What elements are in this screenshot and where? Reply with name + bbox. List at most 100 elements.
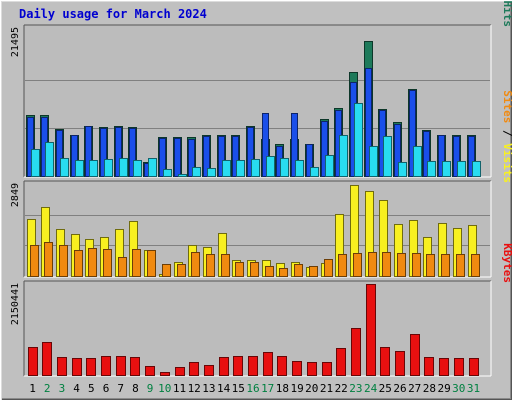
- bar-kbytes-day-17: [263, 352, 273, 376]
- bar-kbytes-day-27: [410, 334, 420, 376]
- x-tick-label: 10: [158, 382, 171, 395]
- bar-sites-day-25: [382, 252, 391, 277]
- bar-pages-day-7: [119, 158, 128, 177]
- bar-files-day-6: [100, 128, 107, 177]
- bar-kbytes-day-20: [307, 362, 317, 376]
- bar-kbytes-day-13: [204, 365, 214, 376]
- bar-kbytes-day-24: [366, 284, 376, 376]
- bar-kbytes-day-3: [57, 357, 67, 376]
- bar-kbytes-day-10: [160, 372, 170, 376]
- bar-files-day-13: [203, 136, 210, 177]
- bar-files-day-27: [409, 90, 416, 177]
- x-tick-label: 9: [147, 382, 154, 395]
- bar-files-day-12: [188, 139, 195, 177]
- bar-sites-day-17: [265, 266, 274, 277]
- chart-panel-middle: 2849 Sites / Visits: [10, 90, 512, 278]
- bar-pages-day-11: [178, 174, 187, 177]
- bar-sites-day-11: [177, 264, 186, 277]
- x-tick-label: 18: [276, 382, 289, 395]
- bar-pages-day-14: [222, 160, 231, 177]
- bar-pages-day-19: [295, 160, 304, 177]
- bar-sites-day-15: [235, 262, 244, 277]
- legend-entry: /: [501, 0, 512, 1]
- x-tick-label: 5: [88, 382, 95, 395]
- bar-kbytes-day-19: [292, 361, 302, 376]
- x-tick-label: 29: [437, 382, 450, 395]
- x-tick-label: 13: [202, 382, 215, 395]
- bar-kbytes-day-15: [233, 356, 243, 376]
- bar-files-day-20: [306, 144, 313, 177]
- x-tick-label: 27: [408, 382, 421, 395]
- bar-pages-day-28: [427, 161, 436, 177]
- x-tick-label: 14: [217, 382, 231, 395]
- chart-panel-bottom: 2150441 KBytes: [10, 243, 512, 377]
- bar-sites-day-1: [30, 245, 39, 277]
- x-tick-label: 12: [188, 382, 201, 395]
- bar-kbytes-day-1: [28, 347, 38, 376]
- bar-kbytes-day-21: [322, 362, 332, 376]
- bar-pages-day-24: [369, 146, 378, 177]
- bar-kbytes-day-22: [336, 348, 346, 376]
- bar-pages-day-2: [45, 142, 54, 177]
- bar-files-day-17: [262, 113, 269, 177]
- bar-sites-day-5: [88, 248, 97, 277]
- bar-pages-day-29: [442, 161, 451, 177]
- bar-pages-day-31: [472, 161, 481, 177]
- x-tick-label: 1: [29, 382, 36, 395]
- bar-kbytes-day-2: [42, 342, 52, 376]
- bar-pages-day-8: [133, 160, 142, 177]
- x-tick-label: 16: [246, 382, 259, 395]
- bar-kbytes-day-31: [469, 358, 479, 376]
- x-tick-label: 15: [232, 382, 245, 395]
- bar-pages-day-3: [60, 158, 69, 177]
- bar-kbytes-day-9: [145, 366, 155, 376]
- bar-pages-day-1: [31, 149, 40, 177]
- x-tick-label: 23: [349, 382, 362, 395]
- bar-sites-day-26: [397, 253, 406, 277]
- series-legend: Pages / Files / Hits: [501, 0, 512, 27]
- bar-pages-day-21: [325, 155, 334, 177]
- bar-kbytes-day-6: [101, 356, 111, 376]
- legend-entry: /: [501, 123, 512, 143]
- bar-sites-day-4: [74, 250, 83, 277]
- bar-kbytes-day-29: [439, 358, 449, 376]
- bar-kbytes-day-28: [424, 357, 434, 376]
- bar-kbytes-day-30: [454, 358, 464, 376]
- bar-pages-day-25: [383, 136, 392, 177]
- x-tick-label: 11: [173, 382, 186, 395]
- x-tick-label: 19: [290, 382, 303, 395]
- legend-entry: Sites: [501, 90, 512, 123]
- bar-pages-day-22: [339, 135, 348, 177]
- bar-files-day-28: [423, 131, 430, 177]
- bar-pages-day-18: [280, 158, 289, 177]
- bar-kbytes-day-8: [130, 357, 140, 376]
- legend-entry: Visits: [501, 143, 512, 183]
- bar-pages-day-27: [413, 146, 422, 177]
- bar-files-day-24: [365, 68, 372, 177]
- x-tick-label: 25: [379, 382, 392, 395]
- y-max-label: 21495: [10, 27, 21, 57]
- bar-files-day-21: [321, 121, 328, 177]
- bar-files-day-19: [291, 113, 298, 177]
- bar-files-day-1: [27, 117, 34, 177]
- x-tick-label: 22: [335, 382, 348, 395]
- x-tick-label: 6: [103, 382, 110, 395]
- bar-sites-day-2: [44, 242, 53, 277]
- series-legend: KBytes: [501, 243, 512, 283]
- bar-sites-day-31: [471, 254, 480, 277]
- bar-pages-day-30: [457, 161, 466, 177]
- page-title: Daily usage for March 2024: [19, 7, 207, 21]
- bar-pages-day-26: [398, 162, 407, 177]
- x-tick-label: 20: [305, 382, 318, 395]
- bar-sites-day-21: [324, 259, 333, 277]
- bar-kbytes-day-4: [72, 358, 82, 376]
- bar-sites-day-13: [206, 254, 215, 277]
- bar-sites-day-23: [353, 253, 362, 277]
- bar-files-day-16: [247, 127, 254, 177]
- bar-files-day-8: [129, 128, 136, 177]
- legend-entry: Hits: [501, 1, 512, 28]
- bar-files-day-7: [115, 127, 122, 177]
- bar-pages-day-12: [192, 167, 201, 177]
- bar-files-day-14: [218, 136, 225, 177]
